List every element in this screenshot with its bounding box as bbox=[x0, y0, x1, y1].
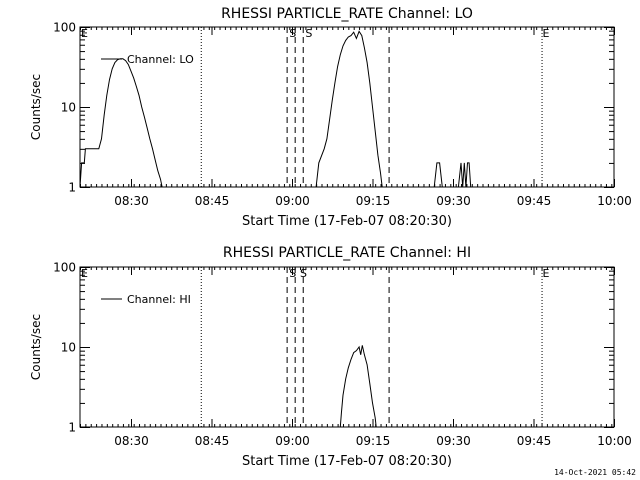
x-tick-label: 09:30 bbox=[436, 194, 471, 208]
legend: Channel: LO bbox=[101, 53, 194, 66]
chart-panel-2: RHESSI PARTICLE_RATE Channel: HI 08:30 08:… bbox=[29, 245, 632, 469]
series-line bbox=[433, 162, 443, 187]
y-axis-label: Counts/sec bbox=[29, 314, 43, 380]
legend: Channel: HI bbox=[101, 293, 191, 306]
x-tick-label: 09:00 bbox=[275, 194, 310, 208]
event-label: E bbox=[81, 267, 88, 280]
event-label: S bbox=[289, 267, 296, 280]
y-tick-label: 100 bbox=[53, 21, 76, 35]
series-line bbox=[339, 345, 377, 427]
y-tick-label: 10 bbox=[61, 101, 76, 115]
x-tick-label: 08:45 bbox=[195, 434, 230, 448]
y-tick-label: 1 bbox=[68, 421, 76, 435]
chart-panel-1: RHESSI PARTICLE_RATE Channel: LO 08:30 08:… bbox=[29, 6, 632, 229]
series-line bbox=[80, 58, 163, 187]
series-group bbox=[339, 345, 377, 427]
event-lines bbox=[200, 267, 543, 427]
x-tick-label: 08:30 bbox=[114, 434, 149, 448]
event-label: E bbox=[543, 267, 550, 280]
x-axis-label: Start Time (17-Feb-07 08:20:30) bbox=[242, 454, 452, 469]
y-tick-label: 100 bbox=[53, 261, 76, 275]
event-label: S bbox=[305, 27, 312, 40]
event-label: S bbox=[300, 267, 307, 280]
y-tick-label: 1 bbox=[68, 181, 76, 195]
x-tick-label: 10:00 bbox=[597, 194, 632, 208]
plot-frame bbox=[79, 266, 615, 428]
x-tick-label: 08:45 bbox=[195, 194, 230, 208]
series-line bbox=[315, 30, 383, 187]
y-axis-label: Counts/sec bbox=[29, 74, 43, 140]
x-tick-label: 09:45 bbox=[517, 194, 552, 208]
x-tick-label: 10:00 bbox=[597, 434, 632, 448]
event-lines bbox=[200, 27, 543, 187]
x-tick-label: 09:15 bbox=[356, 434, 391, 448]
y-tick-label: 10 bbox=[61, 341, 76, 355]
x-minor-ticks bbox=[80, 27, 613, 187]
legend-label: Channel: LO bbox=[127, 53, 194, 66]
series-line bbox=[457, 162, 472, 187]
footer-timestamp: 14-Oct-2021 05:42 bbox=[554, 468, 636, 477]
x-tick-label: 09:45 bbox=[517, 434, 552, 448]
chart-title: RHESSI PARTICLE_RATE Channel: HI bbox=[223, 245, 471, 261]
x-axis-label: Start Time (17-Feb-07 08:20:30) bbox=[242, 214, 452, 229]
chart-title: RHESSI PARTICLE_RATE Channel: LO bbox=[221, 6, 473, 22]
event-label: E bbox=[543, 27, 550, 40]
plot-frame bbox=[79, 26, 615, 188]
x-tick-label: 09:15 bbox=[356, 194, 391, 208]
series-group bbox=[80, 30, 472, 187]
legend-label: Channel: HI bbox=[127, 293, 191, 306]
event-label: S bbox=[289, 27, 296, 40]
x-tick-label: 09:00 bbox=[275, 434, 310, 448]
event-label: E bbox=[81, 27, 88, 40]
x-tick-label: 09:30 bbox=[436, 434, 471, 448]
x-tick-label: 08:30 bbox=[114, 194, 149, 208]
x-minor-ticks bbox=[80, 267, 613, 427]
